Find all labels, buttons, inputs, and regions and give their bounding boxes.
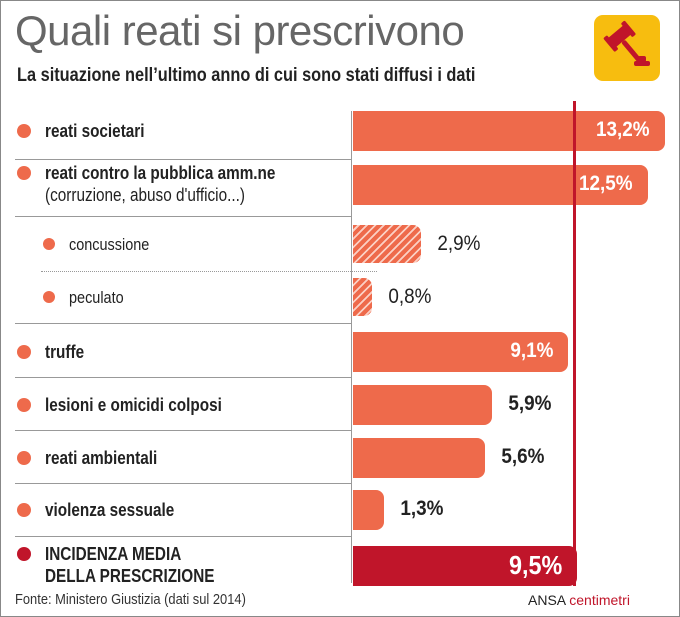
value-label: 5,6% <box>501 445 545 468</box>
credit-brand: centimetri <box>569 592 630 608</box>
bar <box>353 278 372 316</box>
row-label: INCIDENZA MEDIA DELLA PRESCRIZIONE <box>45 543 214 587</box>
bullet-dot <box>17 398 31 412</box>
credit: ANSA centimetri <box>528 592 630 608</box>
value-label: 2,9% <box>437 232 481 255</box>
bullet-dot <box>17 503 31 517</box>
row-label: reati ambientali <box>45 447 157 469</box>
bar <box>353 225 422 263</box>
bullet-dot <box>17 166 31 180</box>
bar <box>353 546 578 586</box>
row-divider <box>15 483 351 484</box>
row-label-line1: reati societari <box>45 121 145 141</box>
row-divider <box>15 323 351 324</box>
value-label: 1,3% <box>400 497 444 520</box>
bullet-dot <box>17 124 31 138</box>
credit-agency: ANSA <box>528 592 566 608</box>
row-label-line1: concussione <box>69 235 150 254</box>
bar <box>353 111 665 151</box>
row-label: reati contro la pubblica amm.ne (corruzio… <box>45 162 275 206</box>
row-label: lesioni e omicidi colposi <box>45 394 222 416</box>
row-label: violenza sessuale <box>45 499 174 521</box>
gavel-icon <box>594 15 660 81</box>
row-divider <box>15 536 351 537</box>
value-label: 9,1% <box>510 339 554 362</box>
value-label: 5,9% <box>508 392 552 415</box>
row-label-line2: (corruzione, abuso d'ufficio...) <box>45 185 245 205</box>
bar <box>353 490 384 530</box>
row-label: reati societari <box>45 120 145 142</box>
bullet-dot <box>17 451 31 465</box>
row-label-line1: reati contro la pubblica amm.ne <box>45 163 276 183</box>
bullet-dot <box>43 238 55 250</box>
row-label-line1: INCIDENZA MEDIA <box>45 544 182 564</box>
row-label: concussione <box>69 234 149 256</box>
row-label-line2: DELLA PRESCRIZIONE <box>45 566 215 586</box>
row-label: truffe <box>45 341 84 363</box>
bullet-dot <box>17 547 31 561</box>
bar <box>353 165 648 205</box>
row-divider <box>41 271 377 272</box>
bar-axis <box>351 111 352 583</box>
bullet-dot <box>17 345 31 359</box>
row-label-line1: peculato <box>69 288 124 307</box>
bar <box>353 385 493 425</box>
row-divider <box>15 216 351 217</box>
row-label-line1: violenza sessuale <box>45 500 175 520</box>
row-label-line1: lesioni e omicidi colposi <box>45 395 222 415</box>
value-label: 12,5% <box>579 172 634 195</box>
row-divider <box>15 430 351 431</box>
source-note: Fonte: Ministero Giustizia (dati sul 201… <box>15 591 246 608</box>
bar <box>353 332 568 372</box>
value-label: 13,2% <box>595 118 650 141</box>
row-divider <box>15 377 351 378</box>
bar <box>353 438 486 478</box>
bullet-dot <box>43 291 55 303</box>
row-label-line1: truffe <box>45 342 85 362</box>
value-label: 0,8% <box>388 285 432 308</box>
average-reference-line <box>573 101 576 586</box>
value-label: 9,5% <box>508 550 563 580</box>
row-label: peculato <box>69 287 124 309</box>
chart-title: Quali reati si prescrivono <box>15 7 465 54</box>
row-label-line1: reati ambientali <box>45 448 158 468</box>
row-divider <box>15 159 351 160</box>
chart-subtitle: La situazione nell’ultimo anno di cui so… <box>17 65 476 86</box>
